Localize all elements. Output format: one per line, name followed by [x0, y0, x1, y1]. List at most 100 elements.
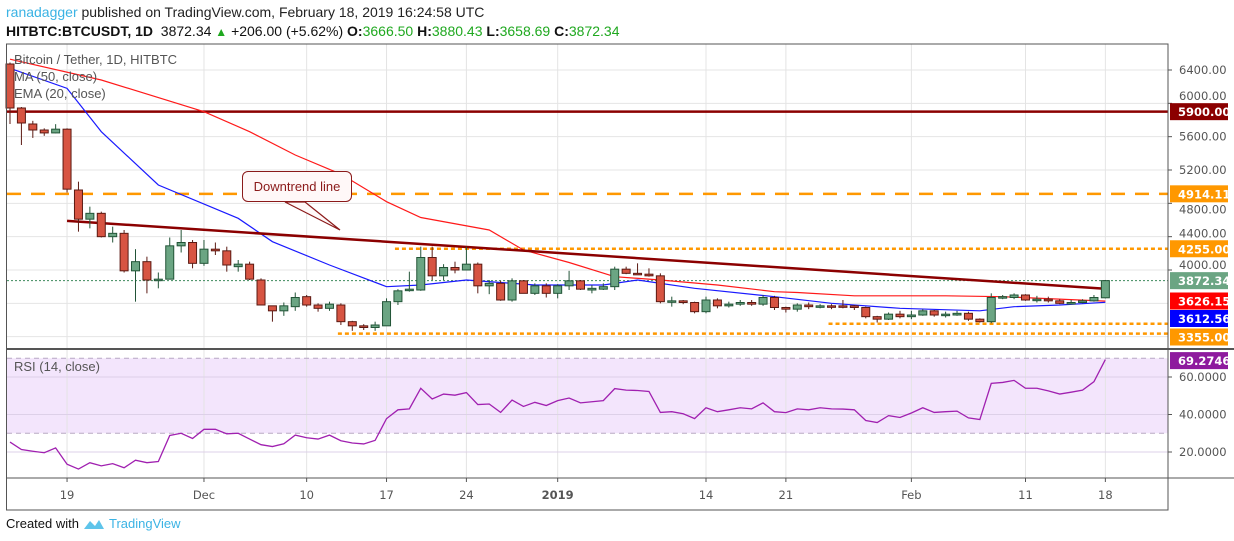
candle: [279, 302, 289, 316]
high-value: 3880.43: [431, 23, 483, 39]
candle: [621, 266, 631, 275]
candle-body: [758, 297, 768, 305]
y-tick-label: 4400.00: [1179, 226, 1227, 240]
x-tick-label: 24: [459, 488, 474, 502]
candle: [222, 246, 232, 272]
candle-body: [290, 297, 300, 308]
candle: [655, 273, 665, 304]
candle: [16, 107, 26, 145]
candle: [827, 304, 837, 310]
candle: [941, 311, 951, 318]
candle: [1032, 295, 1042, 303]
candle: [484, 280, 494, 295]
x-tick-label: Dec: [193, 488, 215, 502]
y-tick-label: 6400.00: [1179, 63, 1227, 77]
last-price: 3872.34: [160, 23, 212, 39]
x-tick-label: 11: [1018, 488, 1033, 502]
candle: [1055, 299, 1065, 305]
candle: [267, 305, 277, 322]
author-link[interactable]: ranadagger: [6, 4, 78, 20]
candle-body: [906, 314, 916, 318]
candle: [473, 262, 483, 294]
candle-body: [895, 313, 905, 318]
candle-body: [165, 245, 175, 280]
candle-body: [1009, 294, 1019, 298]
candle: [176, 230, 186, 253]
candle: [313, 303, 323, 312]
symbol-name: HITBTC:BTCUSDT, 1D: [6, 23, 153, 39]
candle-body: [233, 263, 243, 268]
candle: [553, 284, 563, 299]
candle: [461, 246, 471, 271]
x-tick-label: 21: [779, 488, 794, 502]
candle-body: [975, 318, 985, 323]
candle: [1089, 295, 1099, 302]
rsi-tick-label: 40.0000: [1179, 408, 1227, 422]
candle-body: [712, 299, 722, 307]
candle-body: [222, 250, 232, 266]
candle: [906, 310, 916, 320]
candle-body: [576, 280, 585, 290]
candle: [884, 312, 894, 320]
triangle-up-icon: ▲: [215, 25, 228, 39]
open-label: O:: [347, 23, 363, 39]
downtrend-callout: Downtrend line: [242, 171, 352, 202]
ma-legend: MA (50, close): [14, 69, 98, 84]
candle-body: [336, 304, 346, 323]
candle: [382, 298, 392, 327]
candle: [861, 306, 871, 319]
candle: [610, 266, 620, 290]
ema-value-label-bg: [1170, 310, 1228, 327]
candle-body: [324, 303, 334, 309]
candle: [507, 278, 517, 302]
candle-body: [553, 285, 563, 294]
candle-body: [210, 248, 220, 252]
candle-body: [142, 261, 152, 281]
rsi-value-label-bg: [1170, 352, 1228, 370]
candle: [576, 280, 585, 290]
candle: [199, 240, 209, 266]
candle-body: [678, 300, 688, 304]
close-label: C:: [554, 23, 569, 39]
candle: [564, 270, 574, 290]
candle: [256, 278, 266, 306]
y-tick-label: 4000.00: [1179, 258, 1227, 272]
ma-value-label: 3626.15: [1178, 295, 1230, 309]
candle: [370, 321, 380, 331]
y-tick-label: 4800.00: [1179, 202, 1227, 216]
candle-body: [108, 232, 118, 238]
candle-body: [473, 263, 483, 287]
candle: [952, 310, 962, 316]
candle-body: [131, 261, 141, 272]
rsi-line: [9, 359, 1106, 470]
candle-body: [96, 212, 106, 238]
candle-body: [51, 128, 61, 134]
candle-body: [587, 287, 597, 291]
candle: [918, 309, 928, 316]
candle-body: [986, 297, 996, 323]
candle: [701, 296, 711, 314]
candle: [290, 292, 300, 311]
tradingview-logo-icon: [83, 519, 104, 529]
x-tick-label: 10: [299, 488, 314, 502]
candle-body: [735, 302, 745, 305]
candle-body: [382, 301, 392, 327]
candle: [895, 310, 905, 319]
low-value: 3658.69: [499, 23, 551, 39]
candle-body: [484, 282, 494, 287]
candle-body: [804, 304, 814, 308]
candle: [587, 285, 597, 294]
x-tick-label: 19: [60, 488, 75, 502]
candle: [39, 128, 49, 136]
candle-body: [769, 297, 779, 308]
candle-body: [16, 107, 26, 124]
candle-body: [404, 288, 414, 292]
candle-body: [199, 248, 209, 264]
candle: [496, 280, 506, 301]
candle-body: [347, 321, 357, 327]
candle-body: [564, 280, 574, 287]
tradingview-link[interactable]: TradingView: [108, 516, 181, 531]
candle-body: [188, 242, 198, 264]
candle: [439, 264, 449, 280]
